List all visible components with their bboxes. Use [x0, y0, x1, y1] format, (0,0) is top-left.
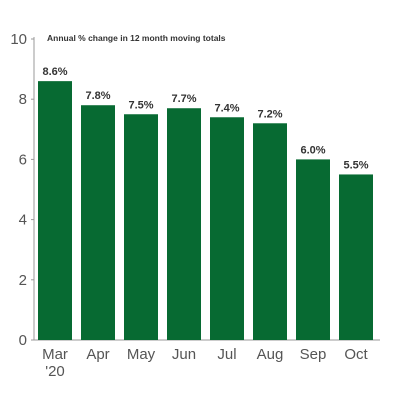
x-tick-label: Aug	[257, 346, 284, 363]
bar	[339, 174, 373, 340]
bar	[253, 123, 287, 340]
data-label: 7.8%	[85, 90, 110, 102]
y-tick-label: 10	[10, 31, 27, 48]
y-tick-label: 0	[19, 332, 27, 349]
bar	[296, 159, 330, 340]
data-label: 6.0%	[300, 144, 325, 156]
x-tick-label: Sep	[300, 346, 327, 363]
bar	[81, 105, 115, 340]
bar	[167, 108, 201, 340]
data-label: 7.5%	[128, 99, 153, 111]
x-tick-label: May	[127, 346, 156, 363]
x-tick-label: Mar '20	[42, 346, 68, 380]
data-label: 5.5%	[343, 159, 368, 171]
data-label: 7.7%	[171, 93, 196, 105]
bar	[38, 81, 72, 340]
bar	[210, 117, 244, 340]
data-label: 7.2%	[257, 108, 282, 120]
x-tick-label: Oct	[344, 346, 368, 363]
y-tick-label: 8	[19, 91, 27, 108]
x-tick-label: Jun	[172, 346, 196, 363]
y-tick-label: 2	[19, 272, 27, 289]
x-tick-label: Apr	[86, 346, 109, 363]
data-label: 8.6%	[42, 66, 67, 78]
data-label: 7.4%	[214, 102, 239, 114]
y-tick-label: 4	[19, 212, 27, 229]
x-tick-label: Jul	[217, 346, 236, 363]
bar	[124, 114, 158, 340]
y-tick-label: 6	[19, 151, 27, 168]
chart-subtitle: Annual % change in 12 month moving total…	[47, 33, 226, 43]
